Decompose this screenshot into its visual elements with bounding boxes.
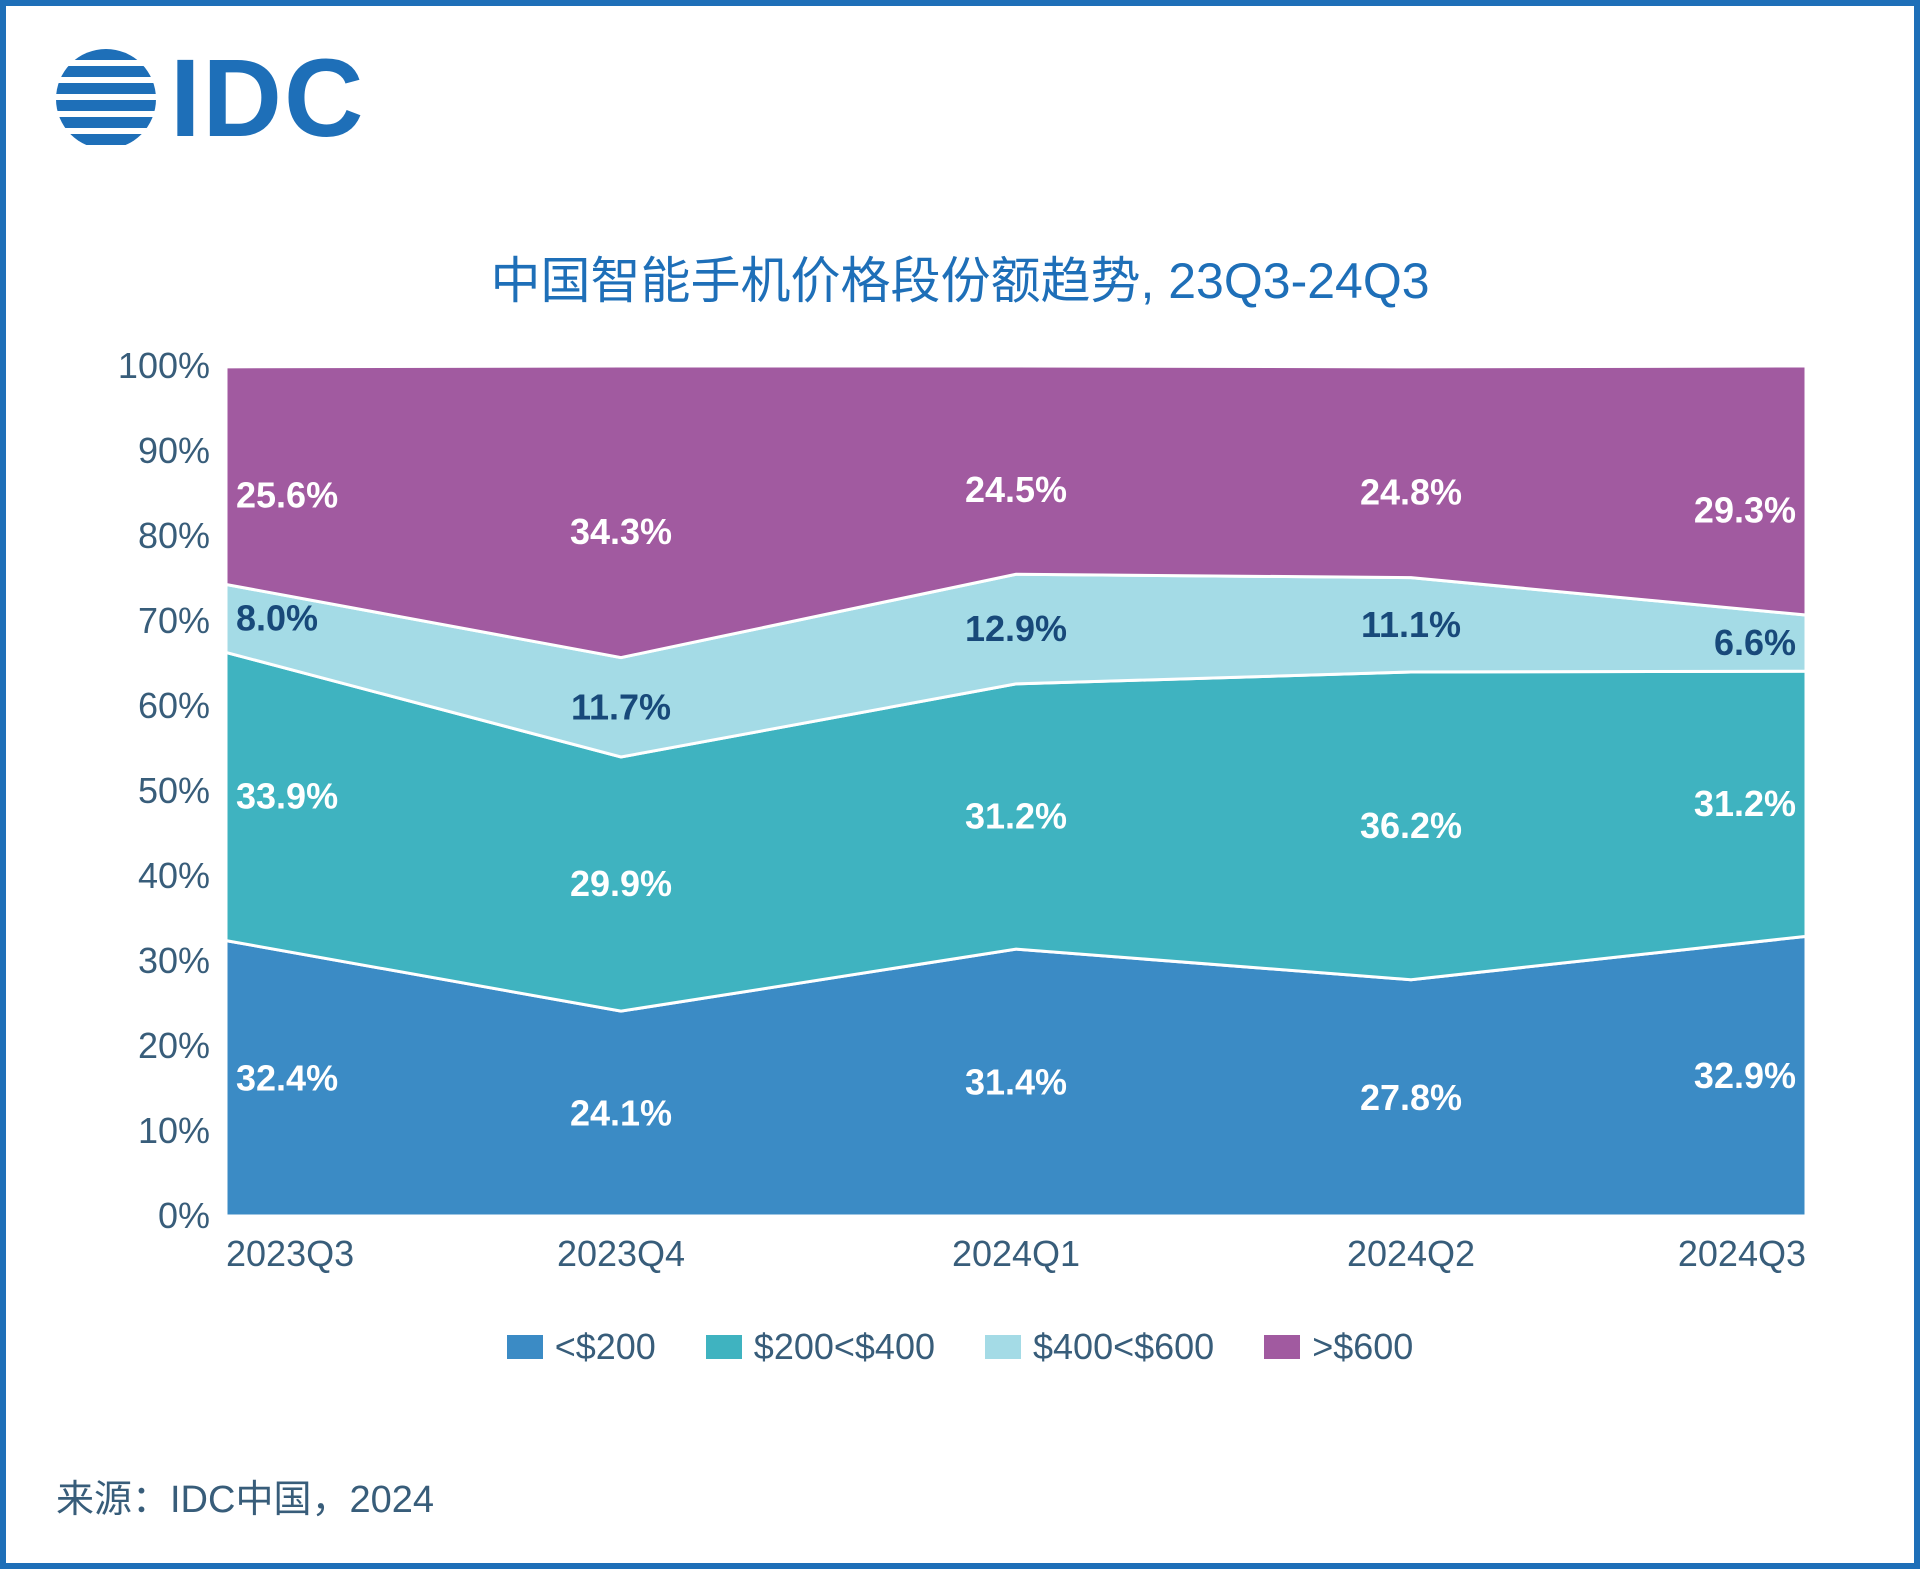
legend-label: $200<$400 (754, 1326, 935, 1368)
data-label: 29.3% (1694, 490, 1796, 531)
chart-title: 中国智能手机价格段份额趋势, 23Q3-24Q3 (6, 241, 1914, 313)
y-tick-label: 90% (138, 430, 210, 471)
legend-label: $400<$600 (1033, 1326, 1214, 1368)
data-label: 36.2% (1360, 805, 1462, 846)
data-label: 29.9% (570, 863, 672, 904)
data-label: 31.2% (965, 796, 1067, 837)
data-label: 25.6% (236, 475, 338, 516)
data-label: 31.2% (1694, 783, 1796, 824)
stacked-area-chart: 0% 10% 20% 30% 40% 50% 60% 70% 80% 90% 100% 2023Q3 2… (106, 346, 1826, 1296)
legend-swatch (1264, 1335, 1300, 1359)
legend-item: <$200 (507, 1326, 656, 1368)
data-label: 32.4% (236, 1057, 338, 1098)
data-label: 12.9% (965, 608, 1067, 649)
data-label: 24.8% (1360, 471, 1462, 512)
y-tick-label: 0% (158, 1195, 210, 1236)
y-tick-label: 30% (138, 940, 210, 981)
data-label: 32.9% (1694, 1055, 1796, 1096)
y-tick-label: 60% (138, 685, 210, 726)
idc-globe-icon (56, 49, 156, 149)
data-label: 24.1% (570, 1093, 672, 1134)
y-tick-label: 40% (138, 855, 210, 896)
data-label: 11.1% (1361, 604, 1461, 645)
y-tick-label: 70% (138, 600, 210, 641)
legend-item: >$600 (1264, 1326, 1413, 1368)
legend-swatch (706, 1335, 742, 1359)
legend-label: <$200 (555, 1326, 656, 1368)
data-label: 33.9% (236, 776, 338, 817)
data-label: 31.4% (965, 1062, 1067, 1103)
x-tick-label: 2024Q3 (1678, 1233, 1806, 1274)
x-tick-label: 2023Q4 (557, 1233, 685, 1274)
chart-legend: <$200 $200<$400 $400<$600 >$600 (6, 1326, 1914, 1368)
y-tick-label: 10% (138, 1110, 210, 1151)
data-label: 27.8% (1360, 1077, 1462, 1118)
x-tick-label: 2023Q3 (226, 1233, 354, 1274)
legend-item: $400<$600 (985, 1326, 1214, 1368)
chart-source: 来源：IDC中国，2024 (56, 1468, 434, 1523)
legend-swatch (985, 1335, 1021, 1359)
y-tick-label: 80% (138, 515, 210, 556)
data-label: 6.6% (1714, 622, 1796, 663)
data-label: 8.0% (236, 597, 318, 638)
y-tick-label: 100% (118, 346, 210, 386)
y-tick-label: 50% (138, 770, 210, 811)
idc-logo-text: IDC (170, 44, 365, 154)
legend-label: >$600 (1312, 1326, 1413, 1368)
data-label: 24.5% (965, 469, 1067, 510)
data-label: 34.3% (570, 511, 672, 552)
legend-swatch (507, 1335, 543, 1359)
idc-logo: IDC (56, 44, 365, 154)
data-label: 11.7% (571, 686, 671, 727)
x-tick-label: 2024Q2 (1347, 1233, 1475, 1274)
y-tick-label: 20% (138, 1025, 210, 1066)
legend-item: $200<$400 (706, 1326, 935, 1368)
x-tick-label: 2024Q1 (952, 1233, 1080, 1274)
chart-frame: IDC 中国智能手机价格段份额趋势, 23Q3-24Q3 0% 10% 20% 30%… (0, 0, 1920, 1569)
